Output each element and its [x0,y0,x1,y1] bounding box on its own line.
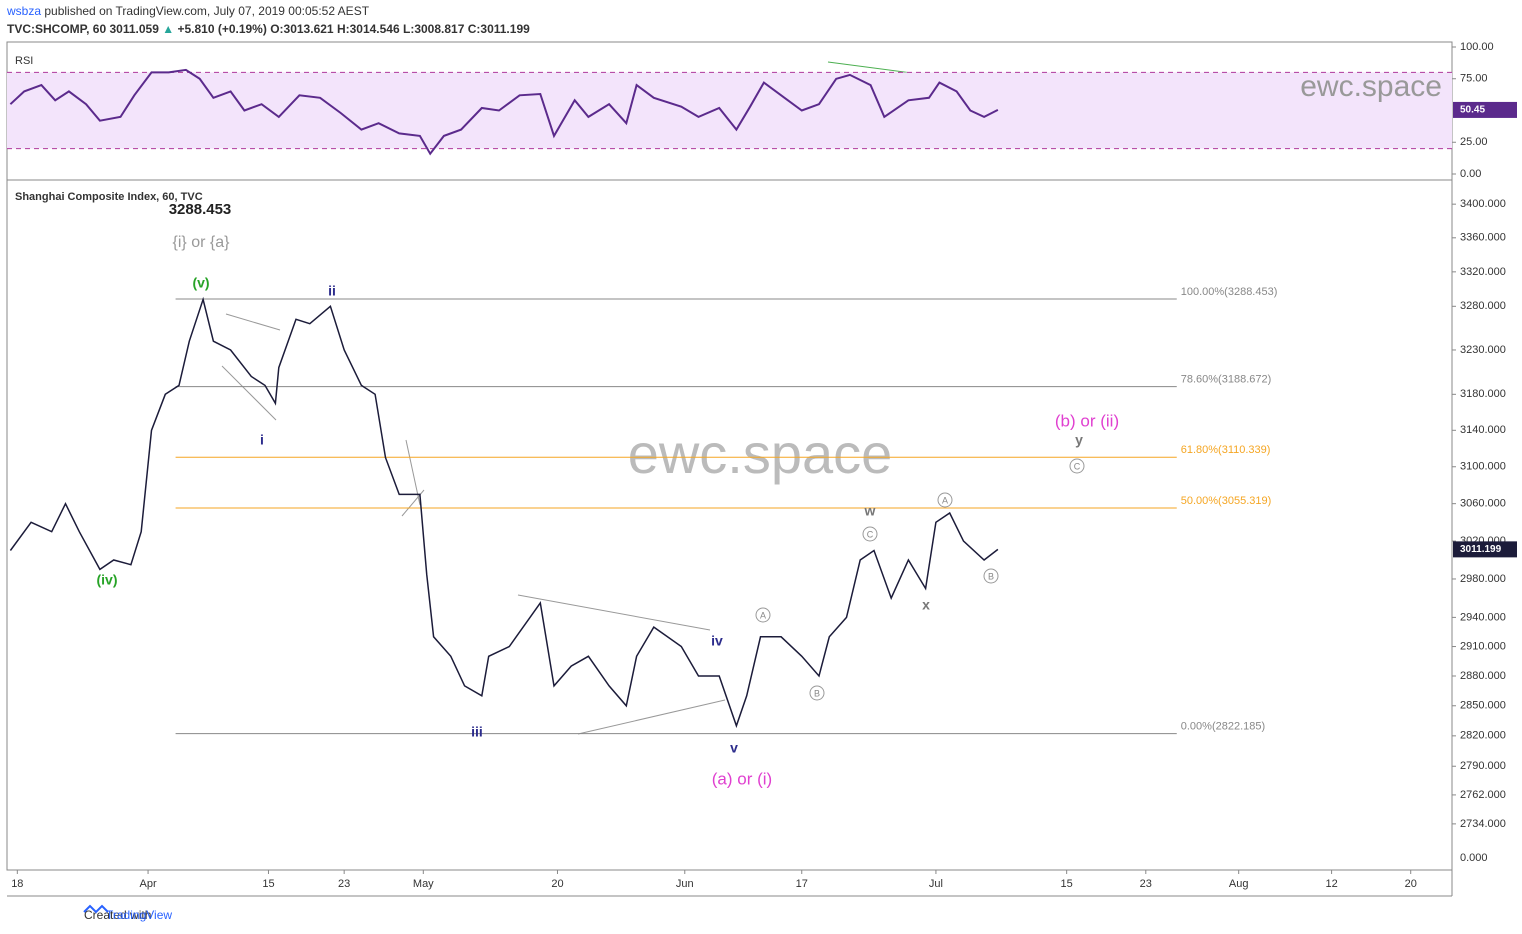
rsi-title: RSI [15,55,33,67]
wave-label: iv [711,633,723,649]
fib-label: 0.00%(2822.185) [1181,721,1265,733]
series-line [9,68,999,156]
last-value-label: 50.45 [1460,105,1485,116]
circled-label: B [988,571,994,581]
ohlc-line: TVC:SHCOMP, 60 3011.059 ▲ +5.810 (+0.19%… [7,22,530,36]
y-tick-label: 3280.000 [1460,300,1506,312]
close: C:3011.199 [468,22,530,36]
y-tick-label: 2850.000 [1460,700,1506,712]
series-line [9,296,999,729]
x-tick-label: 12 [1325,878,1337,890]
circled-marker [809,685,825,701]
circled-label: C [867,529,874,539]
circled-marker [983,568,999,584]
y-tick-label: 2790.000 [1460,760,1506,772]
wave-label: w [864,503,876,519]
y-tick-label: 3230.000 [1460,344,1506,356]
y-tick-label: 3060.000 [1460,498,1506,510]
change: +5.810 (+0.19%) [177,22,266,36]
x-tick-label: 23 [338,878,350,890]
x-tick-label: Apr [139,878,156,890]
y-tick-label: 3320.000 [1460,266,1506,278]
circled-label: C [1074,461,1081,471]
x-tick-label: Aug [1229,878,1249,890]
circled-marker [862,526,878,542]
symbol: TVC:SHCOMP, 60 [7,22,106,36]
wave-label: (v) [192,275,209,291]
y-tick-label: 0.00 [1460,168,1481,180]
y-tick-label: 3180.000 [1460,388,1506,400]
fib-label: 50.00%(3055.319) [1181,495,1272,507]
fib-label: 100.00%(3288.453) [1181,286,1278,298]
x-tick-label: 18 [11,878,23,890]
wave-label: iii [471,724,483,740]
price-title: Shanghai Composite Index, 60, TVC [15,191,203,203]
wave-label: v [730,740,738,756]
y-tick-label: 3400.000 [1460,198,1506,210]
y-tick-label: 75.00 [1460,73,1488,85]
logo [83,904,109,914]
circled-marker [1069,458,1085,474]
wave-label: y [1075,432,1083,448]
y-tick-label: 3100.000 [1460,461,1506,473]
last: 3011.059 [109,22,159,36]
watermark: ewc.space [628,422,893,485]
rsi-band [7,72,1452,149]
y-tick-label: 2734.000 [1460,818,1506,830]
author: wsbza [6,4,41,18]
wave-label: (iv) [97,572,118,588]
x-tick-label: Jun [676,878,694,890]
x-tick-label: 23 [1140,878,1152,890]
published: published on TradingView.com, July 07, 2… [44,4,369,18]
low: L:3008.817 [403,22,465,36]
x-tick-label: 20 [551,878,563,890]
header-line: wsbza published on TradingView.com, July… [6,4,370,18]
x-tick-label: Jul [929,878,943,890]
y-tick-label: 2880.000 [1460,670,1506,682]
wave-label: ii [328,283,336,299]
last-value-label: 3011.199 [1460,544,1502,555]
circled-marker [937,492,953,508]
fib-label: 61.80%(3110.339) [1181,444,1271,456]
open: O:3013.621 [270,22,334,36]
high-label: 3288.453 [169,201,232,218]
x-tick-label: 17 [796,878,808,890]
trendlines [221,313,726,735]
wave-label: (b) or (ii) [1055,411,1119,430]
last-value-badge [1453,101,1517,118]
y-tick-label: 3360.000 [1460,232,1506,244]
x-tick-label: 15 [1061,878,1073,890]
wave-label: {i} or {a} [173,234,231,251]
y-tick-label: 2940.000 [1460,611,1506,623]
y-tick-label: 2910.000 [1460,640,1506,652]
arrow: ▲ [162,22,174,36]
y-tick-label: 100.00 [1460,41,1494,53]
watermark: ewc.space [1300,70,1442,103]
fib-label: 78.60%(3188.672) [1181,373,1272,385]
circled-label: B [814,688,820,698]
high: H:3014.546 [337,22,400,36]
y-tick-label: 2820.000 [1460,730,1506,742]
circled-marker [755,607,771,623]
wave-label: (a) or (i) [712,769,772,788]
circled-label: A [760,610,766,620]
y-tick-label: 2980.000 [1460,573,1506,585]
wave-label: i [260,432,264,448]
y-tick-label: 3140.000 [1460,424,1506,436]
y-tick-label: 0.000 [1460,852,1488,864]
footer-brand[interactable]: TradingView [106,908,172,922]
circled-label: A [942,495,948,505]
last-value-badge [1453,541,1517,558]
y-tick-label: 2762.000 [1460,789,1506,801]
y-tick-label: 25.00 [1460,136,1488,148]
x-tick-label: 20 [1405,878,1417,890]
wave-label: x [922,597,930,613]
footer-created: Created with [84,908,151,922]
x-tick-label: May [413,878,434,890]
x-tick-label: 15 [262,878,274,890]
